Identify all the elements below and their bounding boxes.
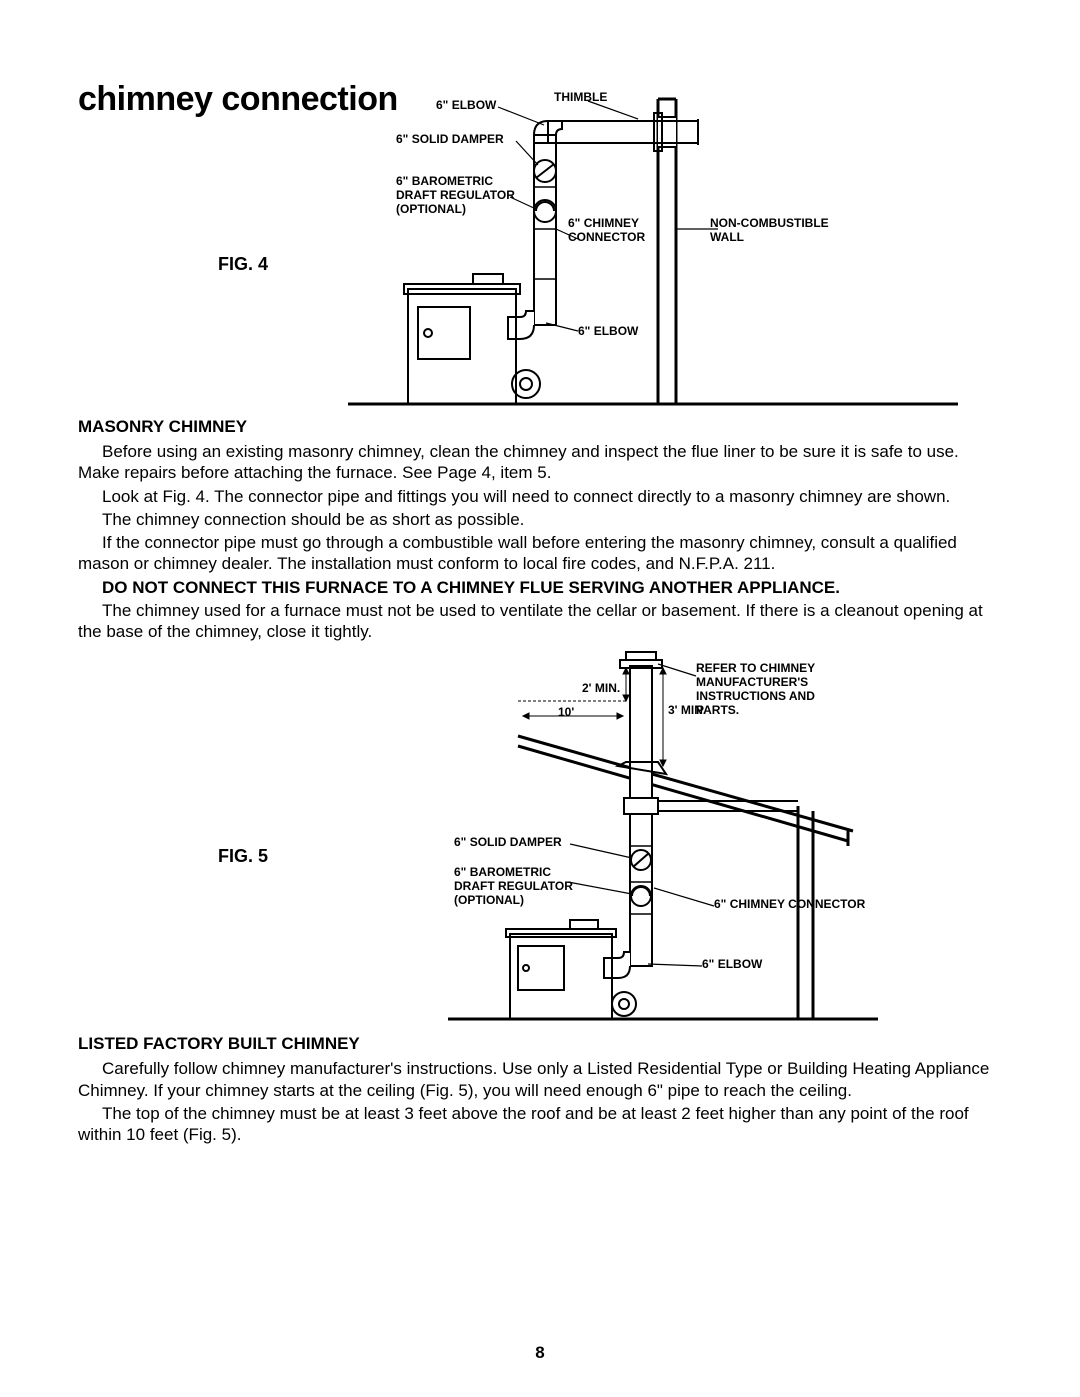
figure-5-diagram: FIG. 5 [78, 646, 1002, 1026]
section1-p2: Look at Fig. 4. The connector pipe and f… [78, 486, 1002, 507]
section2-p2: The top of the chimney must be at least … [78, 1103, 1002, 1146]
figure-4-diagram: FIG. 4 [78, 79, 1002, 409]
page-number: 8 [535, 1343, 544, 1363]
fig4-label-baro: 6" BAROMETRIC DRAFT REGULATOR (OPTIONAL) [396, 175, 515, 216]
fig5-label-connector: 6" CHIMNEY CONNECTOR [714, 898, 865, 912]
fig5-label-solid-damper: 6" SOLID DAMPER [454, 836, 562, 850]
fig5-label-refer: REFER TO CHIMNEY MANUFACTURER'S INSTRUCT… [696, 662, 815, 717]
fig5-label-2min: 2' MIN. [582, 682, 620, 696]
fig4-label-thimble: THIMBLE [554, 91, 607, 105]
fig4-label-wall: NON-COMBUSTIBLE WALL [710, 217, 829, 245]
section1-p1: Before using an existing masonry chimney… [78, 441, 1002, 484]
section2-p1: Carefully follow chimney manufacturer's … [78, 1058, 1002, 1101]
fig5-label-elbow: 6" ELBOW [702, 958, 762, 972]
fig4-label-elbow-bottom: 6" ELBOW [578, 325, 638, 339]
section1-body: Before using an existing masonry chimney… [78, 441, 1002, 642]
fig5-label-10: 10' [558, 706, 574, 720]
section-heading-masonry: MASONRY CHIMNEY [78, 417, 1002, 437]
section1-p5: DO NOT CONNECT THIS FURNACE TO A CHIMNEY… [78, 577, 1002, 598]
fig4-label-solid-damper: 6" SOLID DAMPER [396, 133, 504, 147]
section1-p3: The chimney connection should be as shor… [78, 509, 1002, 530]
section1-p4: If the connector pipe must go through a … [78, 532, 1002, 575]
fig5-label-baro: 6" BAROMETRIC DRAFT REGULATOR (OPTIONAL) [454, 866, 573, 907]
section-heading-factory: LISTED FACTORY BUILT CHIMNEY [78, 1034, 1002, 1054]
section1-p6: The chimney used for a furnace must not … [78, 600, 1002, 643]
fig4-label-connector: 6" CHIMNEY CONNECTOR [568, 217, 645, 245]
section2-body: Carefully follow chimney manufacturer's … [78, 1058, 1002, 1145]
fig4-label-elbow-top: 6" ELBOW [436, 99, 496, 113]
